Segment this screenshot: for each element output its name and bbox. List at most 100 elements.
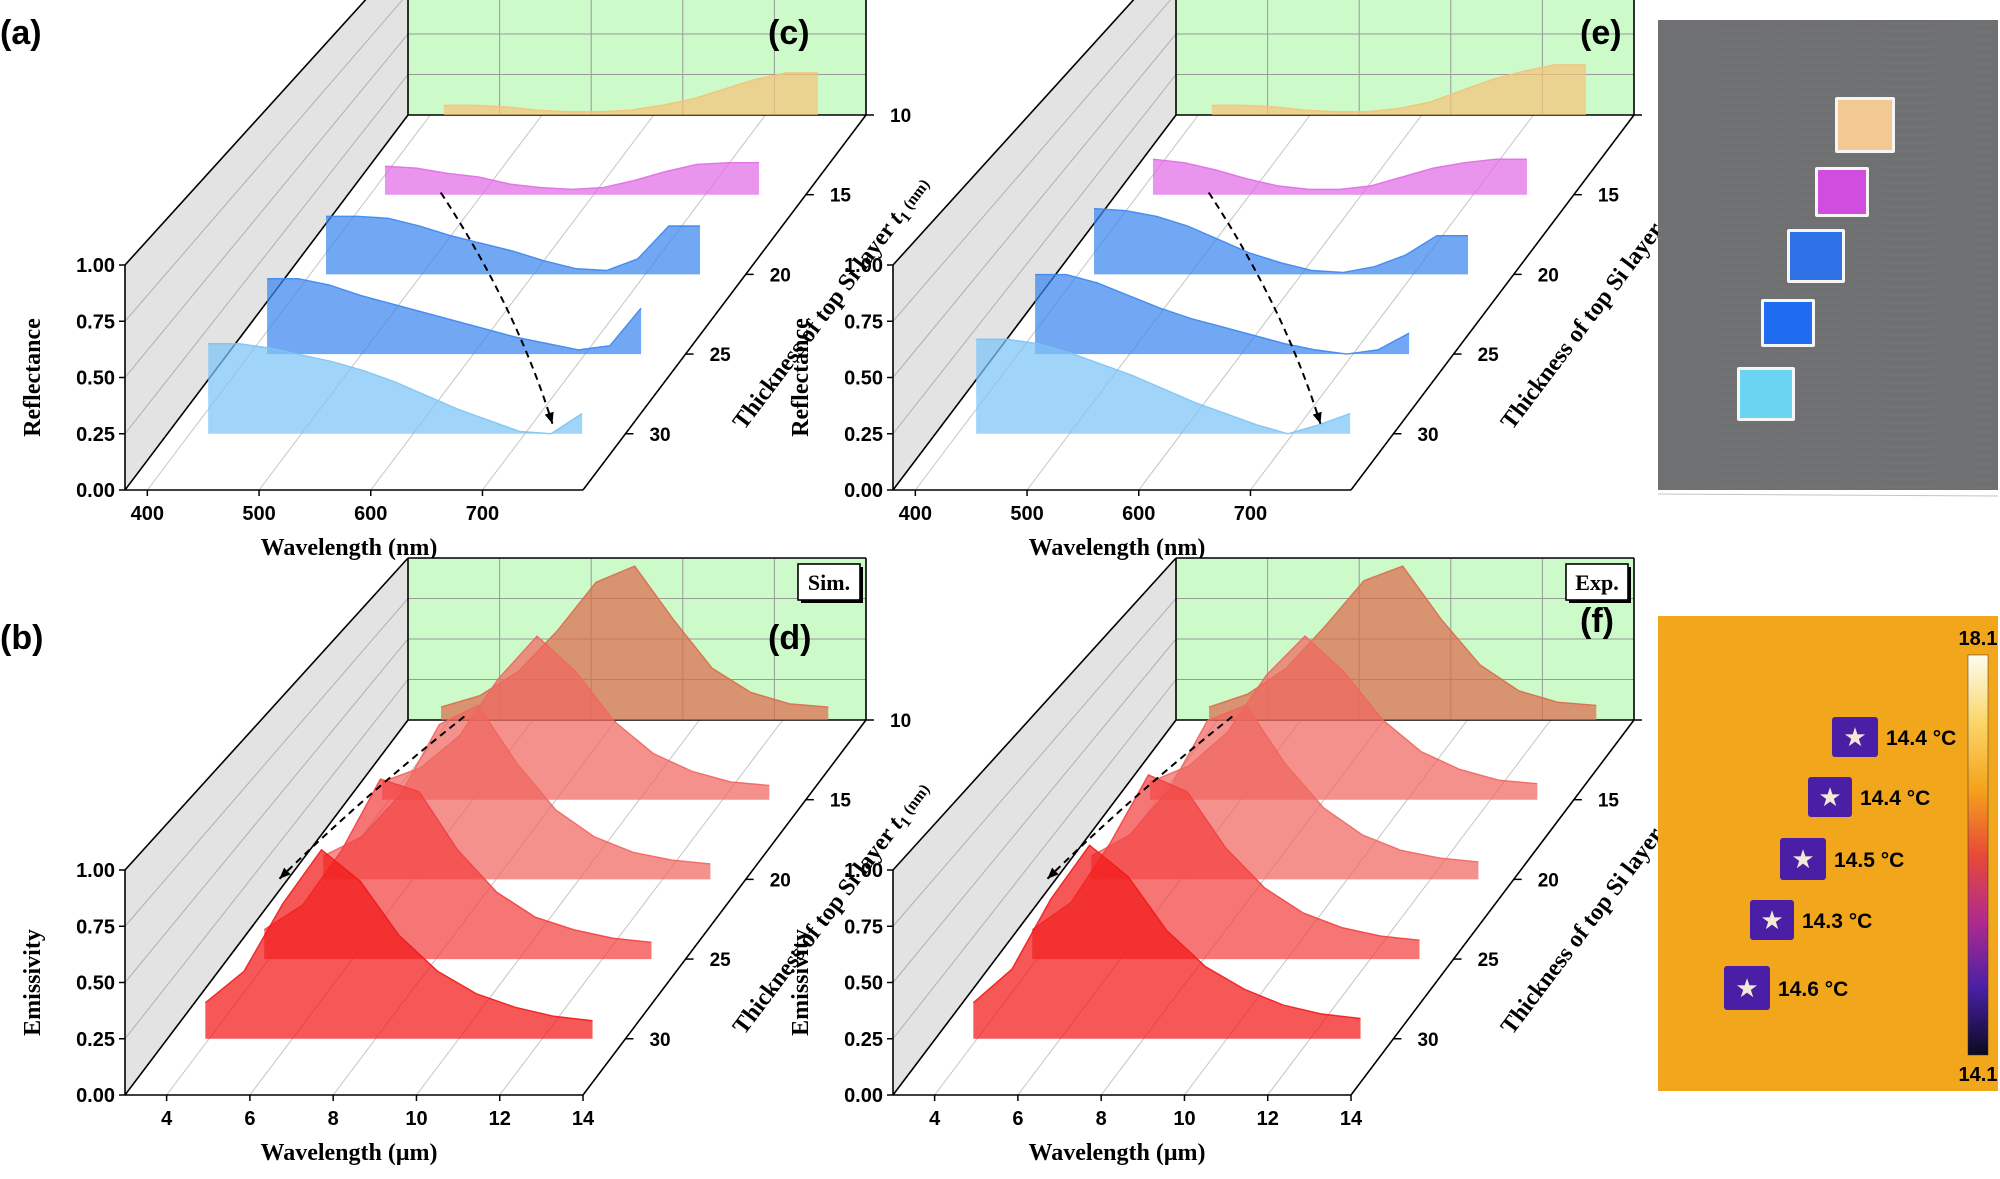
- panel-label: (d): [768, 619, 811, 657]
- axis-frame-line: [582, 719, 867, 1096]
- temperature-label: 14.3 °C: [1802, 910, 1872, 933]
- texture-line: [1657, 485, 1999, 489]
- series-line-20: [326, 215, 701, 272]
- shift-arrow-head: [279, 867, 291, 879]
- grid-line: [124, 74, 409, 435]
- axis-frame-line: [124, 557, 409, 871]
- star-marker: ★: [1760, 906, 1783, 936]
- texture-line: [1657, 445, 1999, 449]
- texture-line: [1657, 365, 1999, 369]
- texture-line: [1657, 61, 1999, 65]
- x-tick-label: 8: [328, 1108, 339, 1130]
- texture-line: [1657, 461, 1999, 465]
- texture-line: [1657, 357, 1999, 361]
- shift-arrow-head: [1312, 411, 1322, 424]
- star-marker: ★: [1843, 723, 1866, 753]
- x-tick-label: 12: [1257, 1108, 1279, 1130]
- texture-line: [1657, 21, 1999, 25]
- x-tick-label: 4: [161, 1108, 173, 1130]
- y-tick-label: 1.00: [844, 860, 883, 882]
- shift-arrow: [1046, 715, 1233, 880]
- shift-arrow-head: [1047, 867, 1059, 879]
- shift-arrow-head: [544, 411, 554, 424]
- x-axis-title: Wavelength (μm): [261, 1140, 438, 1166]
- z-tick-label: 20: [1538, 870, 1559, 891]
- temperature-label: 14.4 °C: [1886, 727, 1956, 750]
- side-wall: [893, 0, 1176, 490]
- side-wall: [125, 0, 408, 490]
- shift-arrow: [439, 191, 554, 425]
- y-tick-label: 1.00: [844, 255, 883, 277]
- x-tick-label: 400: [131, 503, 164, 525]
- x-tick-label: 10: [405, 1108, 427, 1130]
- texture-line: [1657, 405, 1999, 409]
- colorbar-min-label: 14.1: [1959, 1064, 1998, 1086]
- panel-label: (e): [1580, 14, 1622, 52]
- series-line-20: [1093, 207, 1469, 274]
- y-axis-title: Emissivity: [20, 929, 46, 1036]
- shift-arrow: [1207, 191, 1322, 425]
- texture-line: [1657, 285, 1999, 289]
- panel-e-sample-photo: (e): [1580, 14, 1999, 497]
- texture-line: [1657, 421, 1999, 425]
- texture-line: [1657, 117, 1999, 121]
- series-area-30: [973, 845, 1361, 1039]
- y-tick-label: 0.75: [76, 311, 115, 333]
- x-axis-title: Wavelength (μm): [1029, 1140, 1206, 1166]
- x-tick-label: 500: [242, 503, 275, 525]
- series-line-10: [443, 72, 818, 113]
- z-tick-label: 25: [710, 345, 732, 366]
- series-area-20: [1094, 208, 1469, 275]
- texture-line: [1657, 437, 1999, 441]
- series-area-15: [384, 162, 759, 195]
- x-tick-label: 400: [899, 503, 932, 525]
- axis-frame-line: [1350, 114, 1635, 491]
- y-tick-label: 0.00: [76, 480, 115, 502]
- grid-line: [892, 598, 1177, 927]
- x-tick-label: 14: [572, 1108, 595, 1130]
- texture-line: [1657, 101, 1999, 105]
- series-line-15: [1152, 158, 1527, 191]
- texture-line: [1657, 469, 1999, 473]
- z-tick-label: 25: [710, 950, 732, 971]
- texture-line: [1657, 85, 1999, 89]
- series-area-30: [205, 849, 593, 1039]
- texture-line: [1657, 493, 1999, 497]
- panel-label: (c): [768, 14, 810, 52]
- star-marker: ★: [1818, 783, 1841, 813]
- z-axis-title-part: (nm): [898, 176, 934, 216]
- thermal-sample: [1750, 900, 1794, 940]
- colorbar: [1967, 654, 1989, 1056]
- temperature-label: 14.6 °C: [1778, 978, 1848, 1001]
- texture-line: [1657, 373, 1999, 377]
- texture-line: [1657, 125, 1999, 129]
- axis-frame-line: [1350, 719, 1635, 1096]
- texture-line: [1657, 317, 1999, 321]
- axis-frame-line: [124, 0, 367, 266]
- series-line-30: [208, 343, 583, 435]
- y-tick-label: 0.50: [844, 973, 883, 995]
- series-area-10: [1211, 64, 1586, 115]
- z-axis-title-part: Thickness of top Si layer: [1496, 213, 1672, 434]
- texture-line: [1657, 141, 1999, 145]
- texture-line: [1657, 133, 1999, 137]
- grid-line: [124, 638, 409, 983]
- panel-b-emissivity-sim: 0.00 0.25 0.50 0.75 1.00 4 6 8 10 12 14 10 15 20 25 30 W…: [0, 557, 933, 1166]
- grid-line: [124, 598, 409, 927]
- grid-line: [124, 33, 409, 378]
- z-tick-label: 25: [1478, 345, 1500, 366]
- thermal-background: [1658, 616, 1998, 1091]
- sample-chip: [1740, 370, 1792, 418]
- texture-line: [1657, 293, 1999, 297]
- x-tick-label: 8: [1096, 1108, 1107, 1130]
- panel-label: (b): [0, 619, 43, 657]
- axis-frame-line: [892, 719, 1177, 1096]
- grid-line: [124, 679, 409, 1040]
- sample-chip: [1764, 302, 1812, 344]
- texture-line: [1657, 29, 1999, 33]
- colorbar-max-label: 18.1: [1959, 628, 1998, 650]
- sample-chip: [1790, 232, 1842, 280]
- side-wall: [893, 558, 1176, 1095]
- y-tick-label: 0.00: [844, 1085, 883, 1107]
- z-tick-label: 30: [1417, 1030, 1438, 1051]
